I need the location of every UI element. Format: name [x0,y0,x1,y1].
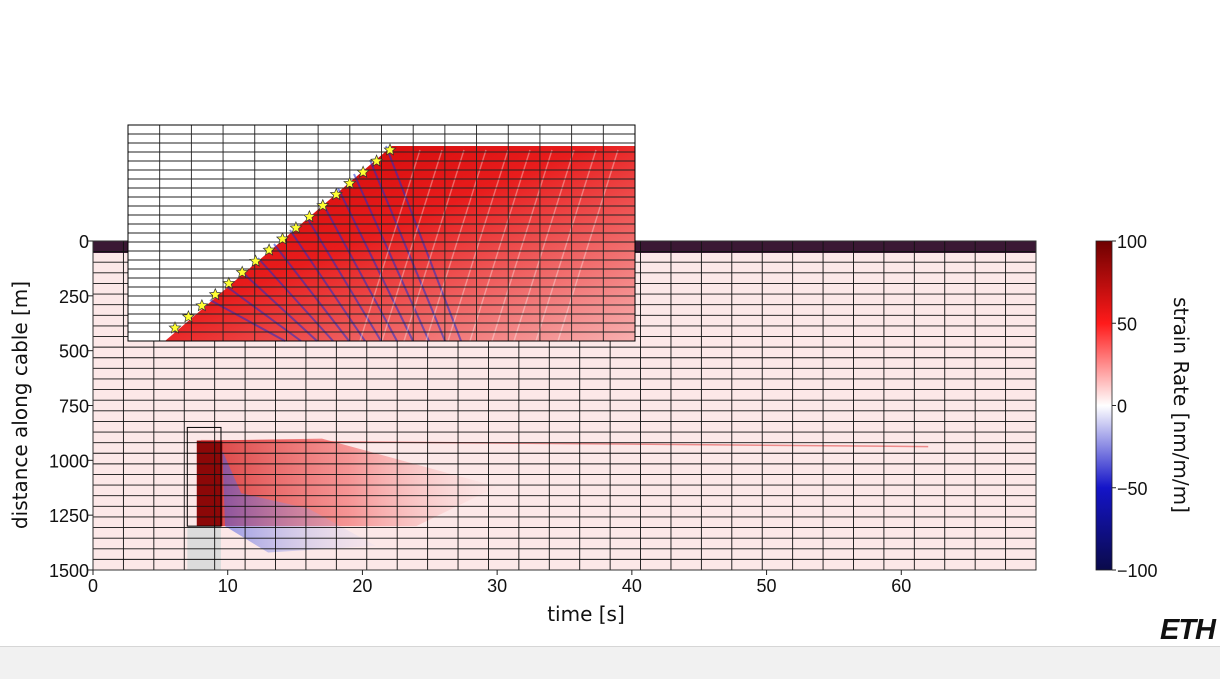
x-axis: 0 10 20 30 40 50 60 [88,570,911,596]
inset-picked-arrivals [168,143,397,334]
eth-logo: ETH [1160,614,1216,646]
arrival-star [235,265,249,278]
colorbar-label: strain Rate [nm/m/m] [1169,297,1193,513]
arrival-star [249,254,263,267]
arrival-star [168,321,182,334]
colorbar-ticks: 100 50 0 −50 −100 [1112,232,1158,581]
inset-stripe [321,201,398,342]
inset-stripe [359,149,421,342]
arrival-star [343,176,357,189]
colorbar-gradient [1095,240,1113,571]
inset-stripe [385,145,462,342]
inset-stripe [535,149,597,342]
y-tick-label: 250 [59,287,89,307]
inset-stripe [257,257,334,342]
inset-stripe [425,149,487,342]
arrival-star [329,187,343,201]
inset-grid [128,125,635,341]
x-tick-label: 30 [487,576,507,596]
inset-stripe [289,229,366,342]
y-tick-label: 1500 [49,561,89,581]
inset-stripe [337,187,414,342]
x-axis-label: time [s] [547,602,625,626]
x-tick-label: 40 [622,576,642,596]
y-tick-label: 750 [59,397,89,417]
arrival-star [302,209,316,223]
x-tick-label: 50 [757,576,777,596]
inset-stripe [209,299,286,342]
event-saturation-block [187,526,221,570]
arrival-star [222,276,236,290]
inset-stripe [491,149,553,342]
inset-stripe [513,149,575,342]
arrival-star [208,287,222,301]
x-tick-label: 10 [218,576,238,596]
colorbar-tick-label: −50 [1117,479,1148,499]
inset-zoom-panel [127,124,636,342]
arrival-star [289,220,303,234]
colorbar-tick-label: 0 [1117,397,1127,417]
inset-stripe [381,149,443,342]
inset-wave-stripes [209,145,619,342]
arrival-star [262,243,276,256]
y-axis-label: distance along cable [m] [8,281,32,529]
bottom-bar [0,646,1220,679]
arrival-star [275,232,290,245]
y-axis: 0 250 500 750 1000 1250 1500 [49,232,93,581]
inset-stripe [557,149,619,342]
y-tick-label: 0 [79,232,89,252]
colorbar-tick-label: 100 [1117,232,1147,252]
inset-stripe [403,149,465,342]
event-front-line [200,439,929,448]
x-tick-label: 20 [352,576,372,596]
inset-moveout-wedge [165,146,635,341]
arrival-star [383,143,397,156]
inset-stripe [447,149,509,342]
arrival-star [316,198,330,212]
arrival-star [370,154,384,167]
colorbar-tick-label: −100 [1117,561,1158,581]
x-tick-label: 60 [891,576,911,596]
event-negative-signal [222,450,376,553]
y-tick-label: 1250 [49,506,89,526]
inset-stripe [469,149,531,342]
y-tick-label: 500 [59,342,89,362]
inset-stripe [369,159,446,342]
inset-source-box [186,426,222,527]
colorbar: 100 50 0 −50 −100 strain Rate [nm/m/m] [1095,232,1193,581]
x-tick-label: 0 [88,576,98,596]
arrival-star [181,309,195,323]
inset-stripe [353,173,430,342]
colorbar-tick-label: 50 [1117,314,1137,334]
arrival-star [356,165,370,178]
y-tick-label: 1000 [49,451,89,471]
arrival-star [195,298,209,312]
inset-frame [127,124,636,342]
event-onset-strip [196,440,223,527]
